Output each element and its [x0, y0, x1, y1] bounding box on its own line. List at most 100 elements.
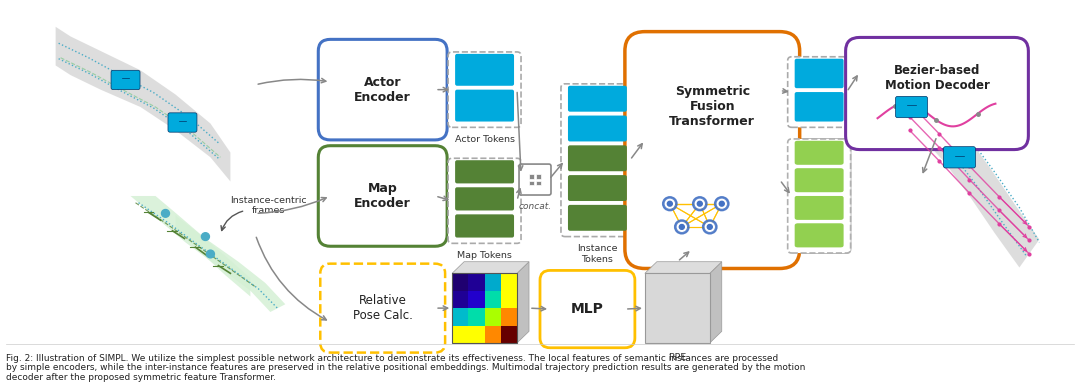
Text: by simple encoders, while the inter-instance features are preserved in the relat: by simple encoders, while the inter-inst…	[5, 363, 805, 372]
FancyBboxPatch shape	[168, 113, 197, 132]
Text: Bezier-based
Motion Decoder: Bezier-based Motion Decoder	[885, 64, 989, 92]
FancyBboxPatch shape	[795, 223, 843, 247]
Bar	[485, 291, 501, 308]
Text: Fig. 2: Illustration of SIMPL. We utilize the simplest possible network architec: Fig. 2: Illustration of SIMPL. We utiliz…	[5, 354, 778, 363]
Bar	[453, 308, 469, 325]
Bar	[469, 325, 485, 343]
FancyBboxPatch shape	[455, 160, 514, 183]
Circle shape	[663, 197, 677, 211]
Text: Map Tokens: Map Tokens	[457, 251, 512, 260]
FancyBboxPatch shape	[529, 181, 534, 185]
Circle shape	[667, 201, 673, 206]
Bar	[501, 308, 517, 325]
Bar	[453, 273, 517, 343]
FancyBboxPatch shape	[796, 168, 842, 192]
Bar	[485, 273, 501, 291]
FancyBboxPatch shape	[536, 174, 541, 178]
Bar	[469, 273, 485, 291]
FancyBboxPatch shape	[944, 147, 975, 168]
Circle shape	[692, 197, 707, 211]
Polygon shape	[854, 51, 1039, 267]
Circle shape	[715, 197, 729, 211]
FancyBboxPatch shape	[319, 39, 447, 140]
Circle shape	[162, 209, 170, 217]
FancyBboxPatch shape	[568, 205, 626, 231]
Circle shape	[665, 199, 674, 208]
Circle shape	[719, 201, 725, 206]
Circle shape	[705, 223, 714, 231]
Text: Instance-centric
frames: Instance-centric frames	[230, 196, 307, 215]
Text: Actor
Encoder: Actor Encoder	[354, 76, 411, 104]
Bar	[453, 291, 469, 308]
Bar	[485, 308, 501, 325]
Circle shape	[206, 250, 215, 258]
FancyBboxPatch shape	[625, 32, 799, 269]
Bar	[453, 325, 469, 343]
FancyBboxPatch shape	[111, 70, 140, 90]
Bar	[469, 308, 485, 325]
Polygon shape	[517, 262, 529, 343]
FancyBboxPatch shape	[448, 158, 521, 243]
FancyBboxPatch shape	[787, 57, 851, 127]
FancyBboxPatch shape	[319, 146, 447, 246]
Polygon shape	[56, 27, 230, 181]
Circle shape	[696, 199, 704, 208]
FancyBboxPatch shape	[645, 273, 710, 343]
Circle shape	[675, 220, 689, 234]
FancyBboxPatch shape	[455, 90, 514, 121]
Bar	[453, 273, 469, 291]
FancyBboxPatch shape	[519, 164, 551, 195]
FancyBboxPatch shape	[321, 264, 445, 353]
FancyBboxPatch shape	[795, 168, 843, 192]
Bar	[469, 291, 485, 308]
Text: Map
Encoder: Map Encoder	[354, 182, 411, 210]
Text: Symmetric
Fusion
Transformer: Symmetric Fusion Transformer	[670, 85, 755, 128]
FancyBboxPatch shape	[568, 175, 626, 201]
Text: Relative
Pose Calc.: Relative Pose Calc.	[353, 294, 413, 322]
FancyBboxPatch shape	[795, 141, 843, 165]
FancyBboxPatch shape	[796, 223, 842, 247]
Circle shape	[677, 223, 686, 231]
FancyBboxPatch shape	[455, 54, 514, 86]
Polygon shape	[645, 262, 721, 273]
Bar	[501, 325, 517, 343]
FancyBboxPatch shape	[795, 92, 843, 121]
FancyBboxPatch shape	[455, 214, 514, 238]
Text: concat.: concat.	[518, 202, 552, 211]
Text: Instance
Tokens: Instance Tokens	[577, 244, 618, 264]
FancyBboxPatch shape	[455, 187, 514, 210]
FancyBboxPatch shape	[529, 174, 534, 178]
Circle shape	[707, 225, 713, 229]
FancyBboxPatch shape	[787, 139, 851, 253]
FancyBboxPatch shape	[796, 141, 842, 165]
FancyBboxPatch shape	[796, 196, 842, 220]
FancyBboxPatch shape	[895, 96, 928, 118]
Circle shape	[698, 201, 702, 206]
Text: RPE: RPE	[669, 353, 687, 362]
Text: decoder after the proposed symmetric feature Transformer.: decoder after the proposed symmetric fea…	[5, 373, 275, 382]
Polygon shape	[710, 262, 721, 343]
FancyBboxPatch shape	[568, 145, 626, 171]
Polygon shape	[131, 196, 285, 312]
Bar	[501, 291, 517, 308]
FancyBboxPatch shape	[536, 181, 541, 185]
FancyBboxPatch shape	[795, 59, 843, 88]
Text: Actor Tokens: Actor Tokens	[455, 135, 514, 144]
Text: MLP: MLP	[571, 302, 604, 316]
Circle shape	[679, 225, 685, 229]
Bar	[485, 325, 501, 343]
Bar	[501, 273, 517, 291]
FancyBboxPatch shape	[568, 86, 626, 112]
Circle shape	[703, 220, 717, 234]
FancyBboxPatch shape	[787, 139, 851, 253]
FancyBboxPatch shape	[568, 115, 626, 141]
Polygon shape	[453, 262, 529, 273]
FancyBboxPatch shape	[540, 270, 635, 348]
Polygon shape	[175, 215, 251, 296]
FancyBboxPatch shape	[846, 37, 1028, 150]
FancyBboxPatch shape	[561, 84, 634, 236]
FancyBboxPatch shape	[795, 196, 843, 220]
FancyBboxPatch shape	[448, 52, 521, 127]
Circle shape	[717, 199, 726, 208]
Circle shape	[202, 233, 210, 240]
